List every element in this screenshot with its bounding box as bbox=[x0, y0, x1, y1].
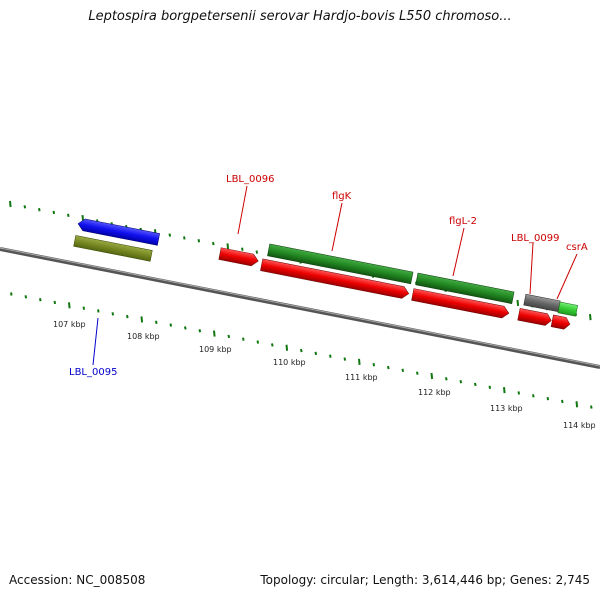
cds-csra-red-arrow[interactable] bbox=[550, 314, 571, 330]
scale-tick bbox=[516, 299, 520, 307]
scale-tick bbox=[82, 306, 86, 310]
cds-red-arrow-1[interactable] bbox=[218, 247, 260, 267]
scale-tick bbox=[140, 316, 144, 323]
map-title: Leptospira borgpetersenii serovar Hardjo… bbox=[88, 9, 512, 24]
gene-lbl0095-blue-arrow[interactable] bbox=[77, 218, 160, 246]
scale-tick bbox=[358, 358, 361, 365]
tick-label-110kbp: 110 kbp bbox=[273, 358, 306, 367]
tick-label-114kbp: 114 kbp bbox=[563, 421, 596, 430]
tick-label-107kbp: 107 kbp bbox=[53, 320, 86, 329]
scale-tick bbox=[343, 357, 347, 361]
scale-tick bbox=[503, 387, 506, 394]
gene-flgk-green-bar[interactable] bbox=[267, 243, 414, 285]
label-flgk[interactable]: flgK bbox=[332, 191, 352, 202]
scale-tick bbox=[198, 329, 202, 333]
scale-tick bbox=[416, 371, 419, 375]
scale-tick bbox=[197, 239, 201, 243]
scale-tick bbox=[52, 210, 56, 215]
scale-tick bbox=[329, 354, 332, 358]
leader-lbl0095 bbox=[92, 317, 99, 366]
tick-label-111kbp: 111 kbp bbox=[345, 373, 378, 382]
scale-tick bbox=[532, 394, 535, 398]
label-csra[interactable]: csrA bbox=[566, 242, 588, 253]
scale-tick bbox=[241, 247, 244, 251]
scale-tick bbox=[53, 300, 57, 305]
scale-tick bbox=[24, 295, 28, 299]
leader-csra bbox=[556, 253, 578, 300]
scale-tick bbox=[68, 302, 71, 309]
gene-flgl2-green-bar[interactable] bbox=[415, 272, 515, 304]
leader-lbl0099 bbox=[529, 242, 534, 295]
scale-tick bbox=[126, 314, 129, 319]
scale-tick bbox=[23, 205, 27, 209]
scale-tick bbox=[169, 323, 173, 327]
scale-tick bbox=[445, 377, 448, 381]
leader-lbl0096 bbox=[237, 185, 248, 235]
scale-tick bbox=[39, 297, 42, 302]
scale-tick bbox=[314, 351, 318, 356]
scale-tick bbox=[97, 309, 100, 313]
scale-tick bbox=[242, 337, 245, 341]
gene-lbl0095-olive-bar[interactable] bbox=[73, 235, 153, 262]
scale-tick bbox=[227, 334, 231, 339]
label-lbl0099[interactable]: LBL_0099 bbox=[511, 233, 559, 244]
scale-tick bbox=[575, 401, 579, 408]
scale-tick bbox=[430, 372, 434, 380]
scale-tick bbox=[474, 382, 477, 387]
scale-tick bbox=[255, 250, 259, 254]
lower-scale bbox=[10, 292, 593, 409]
scale-tick bbox=[561, 399, 564, 404]
scale-tick bbox=[38, 207, 41, 212]
scale-tick bbox=[285, 344, 289, 351]
tick-label-109kbp: 109 kbp bbox=[199, 345, 232, 354]
cds-lbl0099-red-arrow[interactable] bbox=[517, 308, 553, 326]
gene-csra-light-green-bar[interactable] bbox=[557, 301, 578, 317]
scale-tick bbox=[226, 243, 230, 250]
accession-text: Accession: NC_008508 bbox=[9, 573, 146, 587]
scale-tick bbox=[213, 330, 216, 337]
scale-tick bbox=[183, 236, 186, 240]
scale-tick bbox=[111, 312, 115, 316]
scale-tick bbox=[372, 362, 376, 367]
cds-flgl2-red-arrow[interactable] bbox=[411, 288, 510, 320]
leader-flgk bbox=[331, 202, 343, 252]
tick-label-108kbp: 108 kbp bbox=[127, 332, 160, 341]
scale-tick bbox=[9, 200, 12, 208]
tick-label-113kbp: 113 kbp bbox=[490, 404, 523, 413]
scale-tick bbox=[546, 396, 550, 401]
scale-tick bbox=[300, 348, 303, 353]
tick-label-112kbp: 112 kbp bbox=[418, 388, 451, 397]
scale-tick bbox=[387, 365, 390, 370]
scale-tick bbox=[212, 241, 215, 246]
scale-tick bbox=[271, 343, 274, 347]
scale-tick bbox=[590, 405, 593, 409]
cds-flgk-red-arrow[interactable] bbox=[260, 258, 410, 300]
scale-tick bbox=[256, 340, 260, 344]
label-flgl2[interactable]: flgL-2 bbox=[449, 216, 477, 227]
scale-tick bbox=[459, 379, 463, 384]
chromosome-backbone bbox=[0, 247, 600, 369]
scale-tick bbox=[10, 292, 13, 296]
scale-tick bbox=[589, 314, 592, 321]
scale-tick bbox=[517, 391, 521, 395]
topology-text: Topology: circular; Length: 3,614,446 bp… bbox=[260, 573, 590, 587]
scale-tick bbox=[67, 213, 70, 218]
scale-tick bbox=[401, 368, 405, 373]
label-lbl0095[interactable]: LBL_0095 bbox=[69, 367, 117, 378]
scale-tick bbox=[184, 326, 187, 330]
scale-tick bbox=[168, 233, 172, 237]
scale-tick bbox=[488, 385, 492, 390]
scale-tick bbox=[155, 320, 158, 324]
gene-lbl0099-gray-bar[interactable] bbox=[523, 293, 561, 313]
leader-flgl2 bbox=[452, 227, 465, 277]
label-lbl0096[interactable]: LBL_0096 bbox=[226, 174, 274, 185]
